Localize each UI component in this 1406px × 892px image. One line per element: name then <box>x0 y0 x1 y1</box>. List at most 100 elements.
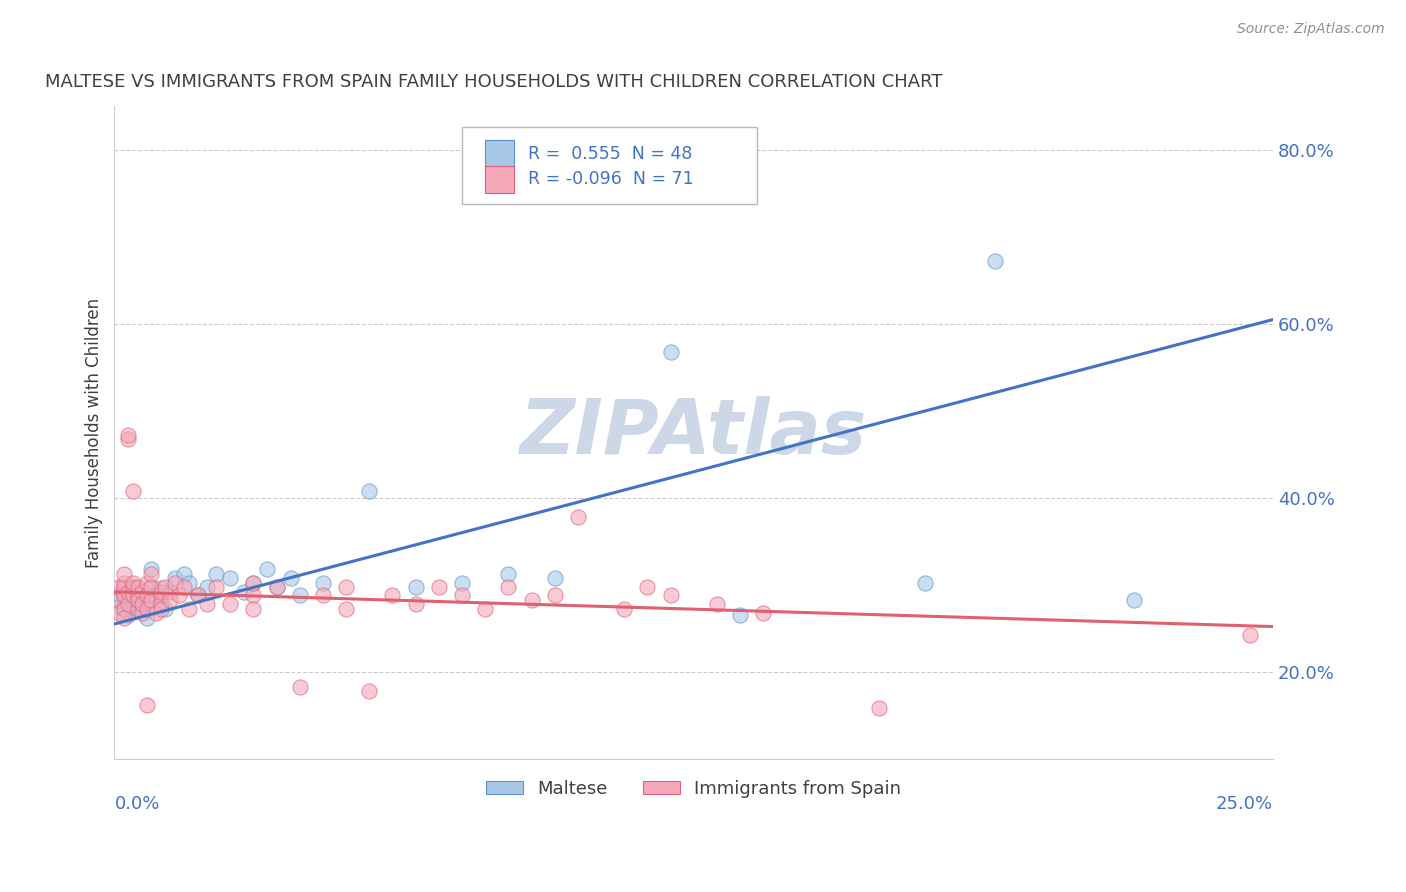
Point <box>127 591 149 605</box>
Point <box>498 567 520 582</box>
Point <box>141 580 163 594</box>
Point <box>706 597 728 611</box>
Point <box>117 586 139 600</box>
Text: 0.0%: 0.0% <box>114 795 160 813</box>
Point <box>451 576 474 591</box>
Point <box>155 580 177 594</box>
Point <box>117 584 139 599</box>
Point <box>135 593 157 607</box>
Point <box>242 576 264 591</box>
Point <box>335 580 357 594</box>
Point <box>122 580 145 594</box>
Point <box>195 597 218 611</box>
Point <box>544 571 567 585</box>
Point <box>1239 628 1261 642</box>
Point <box>108 586 131 600</box>
Point <box>122 593 145 607</box>
Point <box>135 588 157 602</box>
Text: Source: ZipAtlas.com: Source: ZipAtlas.com <box>1237 22 1385 37</box>
Point <box>405 580 427 594</box>
Point <box>108 606 131 620</box>
Point <box>205 580 228 594</box>
Point <box>280 571 302 585</box>
Y-axis label: Family Households with Children: Family Households with Children <box>86 298 103 567</box>
Point <box>256 562 278 576</box>
Point <box>112 602 135 616</box>
Point <box>427 580 450 594</box>
Point <box>219 571 242 585</box>
Point <box>659 588 682 602</box>
Point <box>520 593 543 607</box>
Point <box>149 582 172 596</box>
Point <box>312 588 335 602</box>
Point <box>122 576 145 591</box>
Point <box>145 606 167 620</box>
Point <box>567 510 589 524</box>
Point <box>914 576 936 591</box>
Point <box>117 597 139 611</box>
Point <box>117 591 139 605</box>
Point <box>149 588 172 602</box>
Point <box>177 602 200 616</box>
Point <box>659 344 682 359</box>
Point <box>173 567 195 582</box>
Point <box>135 602 157 616</box>
Point <box>112 580 135 594</box>
Point <box>149 584 172 599</box>
Point <box>127 593 149 607</box>
Point <box>155 602 177 616</box>
Point <box>266 580 288 594</box>
Point <box>474 602 496 616</box>
Point <box>127 588 149 602</box>
Point <box>122 580 145 594</box>
Point <box>108 593 131 607</box>
Point <box>108 599 131 614</box>
Point <box>163 571 186 585</box>
FancyBboxPatch shape <box>485 166 515 194</box>
Point <box>359 483 381 498</box>
Point <box>173 580 195 594</box>
Point <box>122 604 145 618</box>
Point <box>984 254 1007 268</box>
Text: MALTESE VS IMMIGRANTS FROM SPAIN FAMILY HOUSEHOLDS WITH CHILDREN CORRELATION CHA: MALTESE VS IMMIGRANTS FROM SPAIN FAMILY … <box>45 73 942 91</box>
Point <box>1123 593 1146 607</box>
Point <box>131 584 153 599</box>
Text: R =  0.555  N = 48: R = 0.555 N = 48 <box>529 145 692 163</box>
Point <box>195 580 218 594</box>
Point <box>219 597 242 611</box>
Point <box>127 582 149 597</box>
Legend: Maltese, Immigrants from Spain: Maltese, Immigrants from Spain <box>479 772 908 805</box>
Point <box>145 588 167 602</box>
Point <box>242 602 264 616</box>
Point <box>177 576 200 591</box>
Point <box>117 595 139 609</box>
Point <box>359 684 381 698</box>
Point <box>108 580 131 594</box>
Point <box>288 681 311 695</box>
Point <box>117 608 139 623</box>
Point <box>135 698 157 712</box>
Point <box>112 567 135 582</box>
Point <box>131 597 153 611</box>
Point <box>112 588 135 602</box>
Point <box>141 580 163 594</box>
Point <box>141 593 163 607</box>
Point <box>141 567 163 582</box>
Point <box>728 608 751 623</box>
Point <box>141 562 163 576</box>
Text: R = -0.096  N = 71: R = -0.096 N = 71 <box>529 170 693 188</box>
Point <box>131 597 153 611</box>
Point <box>233 584 256 599</box>
Point <box>112 591 135 605</box>
Point <box>127 602 149 616</box>
Point <box>868 701 890 715</box>
Point <box>117 432 139 446</box>
Point <box>187 588 209 602</box>
Point <box>159 593 181 607</box>
Point <box>163 576 186 591</box>
Point <box>187 588 209 602</box>
FancyBboxPatch shape <box>463 128 758 204</box>
Point <box>112 576 135 591</box>
Point <box>112 599 135 614</box>
Point <box>613 602 636 616</box>
